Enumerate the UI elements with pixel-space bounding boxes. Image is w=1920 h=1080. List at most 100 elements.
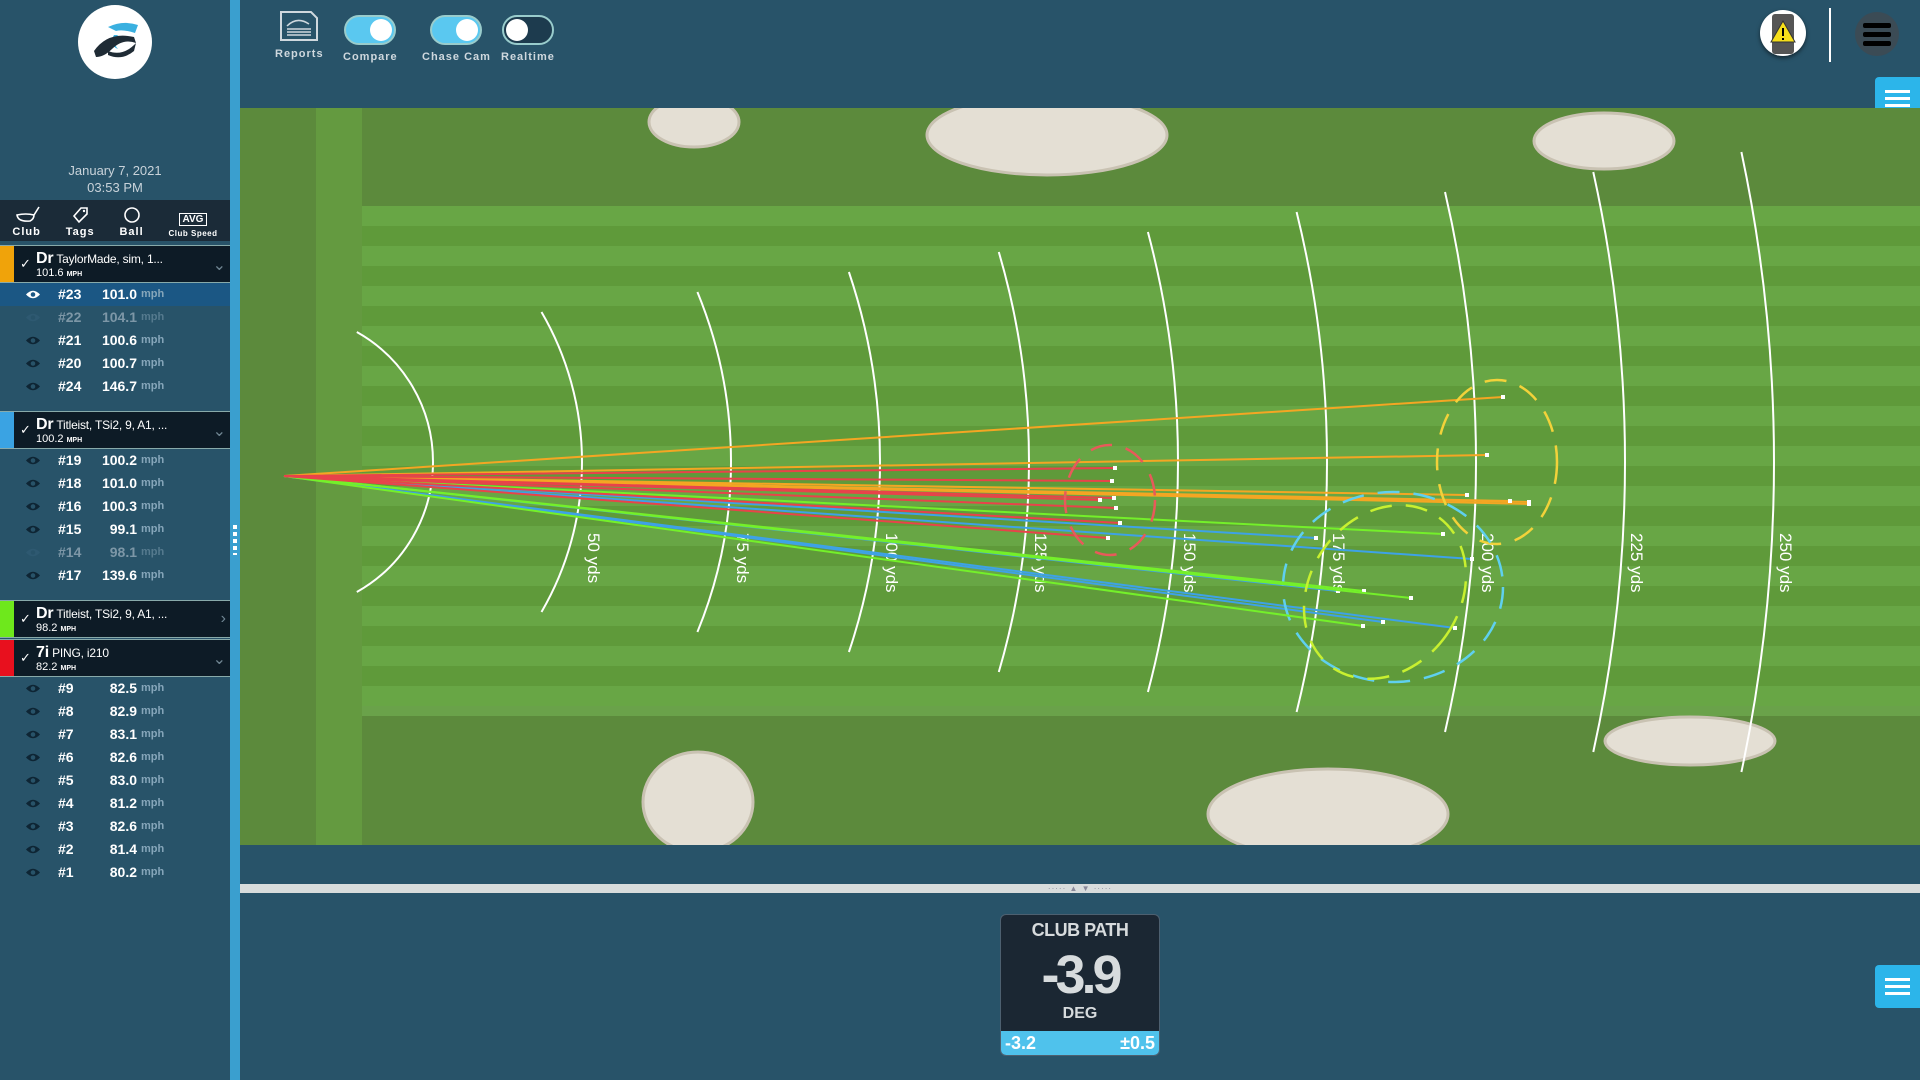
shot-row[interactable]: #23 101.0 mph [0,283,230,306]
speed-unit: mph [141,705,165,717]
toggle-switch[interactable] [501,15,554,45]
fairway-stripe [362,666,1920,686]
ball-icon [123,207,140,223]
chevron-down-icon[interactable]: ⌄ [212,423,226,440]
reports-button[interactable]: Reports [275,10,324,60]
shot-row[interactable]: #24 146.7 mph [0,375,230,398]
landing-point [1114,506,1118,510]
main-menu-button[interactable] [1855,12,1899,56]
eye-icon[interactable] [25,501,41,512]
shot-row[interactable]: #19 100.2 mph [0,449,230,472]
shot-row[interactable]: #3 82.6 mph [0,815,230,838]
landing-point [1112,496,1116,500]
shot-row[interactable]: #15 99.1 mph [0,518,230,541]
shot-row[interactable]: #5 83.0 mph [0,769,230,792]
club-path-card[interactable]: CLUB PATH -3.9 DEG -3.2 ±0.5 [1000,914,1160,1056]
eye-icon[interactable] [25,729,41,740]
eye-icon[interactable] [25,798,41,809]
bunker [1206,767,1450,845]
shot-row[interactable]: #8 82.9 mph [0,700,230,723]
check-icon[interactable]: ✓ [20,650,31,665]
shot-row[interactable]: #4 81.2 mph [0,792,230,815]
distance-label: 225 yds [1627,533,1646,593]
shot-row[interactable]: #14 98.1 mph [0,541,230,564]
ball-filter-button[interactable]: Ball [119,206,143,238]
top-toolbar: Reports Compare Chase Cam Realtime [240,0,1920,108]
toggle-switch[interactable] [430,15,483,45]
chase-cam-toggle[interactable]: Chase Cam [422,15,491,63]
shot-row[interactable]: #2 81.4 mph [0,838,230,861]
eye-icon[interactable] [25,775,41,786]
club-group-header[interactable]: ✓ Dr Titleist, TSi2, 9, A1, ... 98.2 MPH › [0,600,230,638]
shot-number: #5 [58,772,74,788]
bunker [641,750,755,845]
eye-icon[interactable] [25,478,41,489]
shot-row[interactable]: #20 100.7 mph [0,352,230,375]
sidebar-resize-handle[interactable] [230,0,240,1080]
club-filter-button[interactable]: Club [12,206,40,238]
range-map[interactable]: 50 yds 75 yds 100 yds 125 yds 150 yds 175 yds… [240,108,1920,845]
shot-speed: 139.6 [101,567,137,583]
shot-row[interactable]: #9 82.5 mph [0,677,230,700]
shot-row[interactable]: #6 82.6 mph [0,746,230,769]
report-icon [280,11,319,41]
fairway-stripe [362,446,1920,466]
eye-icon[interactable] [25,335,41,346]
check-icon[interactable]: ✓ [20,611,31,626]
eye-icon[interactable] [25,821,41,832]
club-speed-sort-button[interactable]: AVG Club Speed [169,213,218,238]
shot-speed: 101.0 [101,475,137,491]
eye-icon[interactable] [25,358,41,369]
chevron-down-icon[interactable]: ⌄ [212,257,226,274]
eye-icon[interactable] [25,706,41,717]
eye-icon[interactable] [25,752,41,763]
eye-icon[interactable] [25,683,41,694]
eye-icon[interactable] [25,381,41,392]
landing-point [1118,521,1122,525]
shot-row[interactable]: #18 101.0 mph [0,472,230,495]
distance-arc [696,291,732,633]
dispersion-ellipse [1435,378,1559,546]
eye-icon[interactable] [25,289,41,300]
shot-row[interactable]: #1 80.2 mph [0,861,230,884]
compare-toggle[interactable]: Compare [343,15,398,63]
club-group-header[interactable]: ✓ Dr TaylorMade, sim, 1... 101.6 MPH ⌄ [0,245,230,283]
tags-filter-button[interactable]: Tags [66,206,95,238]
shot-number: #15 [58,521,82,537]
club-model: Titleist, TSi2, 9, A1, ... [56,607,168,621]
speed-unit: mph [141,843,165,855]
shot-speed: 81.4 [109,841,137,857]
eye-icon[interactable] [25,524,41,535]
realtime-toggle[interactable]: Realtime [501,15,555,63]
shot-row[interactable]: #7 83.1 mph [0,723,230,746]
eye-icon[interactable] [25,455,41,466]
shot-row[interactable]: #16 100.3 mph [0,495,230,518]
realtime-label: Realtime [501,51,555,63]
shot-row[interactable]: #21 100.6 mph [0,329,230,352]
group-avg-speed: 100.2 [36,433,64,445]
panel-resize-bar[interactable]: ····· ▲ ▼ ····· [240,884,1920,893]
landing-point [1501,395,1505,399]
shot-row[interactable]: #22 104.1 mph [0,306,230,329]
eye-icon[interactable] [25,312,41,323]
speed-unit: MPH [60,665,77,672]
device-status-avatar[interactable] [1760,10,1806,56]
chevron-right-icon[interactable]: › [220,610,226,627]
fairway-stripe [362,346,1920,366]
toggle-switch[interactable] [344,15,397,45]
landing-point [1362,589,1366,593]
speed-unit: MPH [66,437,83,444]
chevron-down-icon[interactable]: ⌄ [212,651,226,668]
club-group-header[interactable]: ✓ 7i PING, i210 82.2 MPH ⌄ [0,639,230,677]
check-icon[interactable]: ✓ [20,256,31,271]
eye-icon[interactable] [25,867,41,878]
distance-label: 75 yds [733,533,752,583]
club-group-header[interactable]: ✓ Dr Titleist, TSi2, 9, A1, ... 100.2 MPH ⌄ [0,411,230,449]
check-icon[interactable]: ✓ [20,422,31,437]
eye-icon[interactable] [25,844,41,855]
metrics-menu-button[interactable] [1875,965,1920,1008]
eye-icon[interactable] [25,570,41,581]
eye-icon[interactable] [25,547,41,558]
shot-row[interactable]: #17 139.6 mph [0,564,230,587]
shot-number: #14 [58,544,82,560]
